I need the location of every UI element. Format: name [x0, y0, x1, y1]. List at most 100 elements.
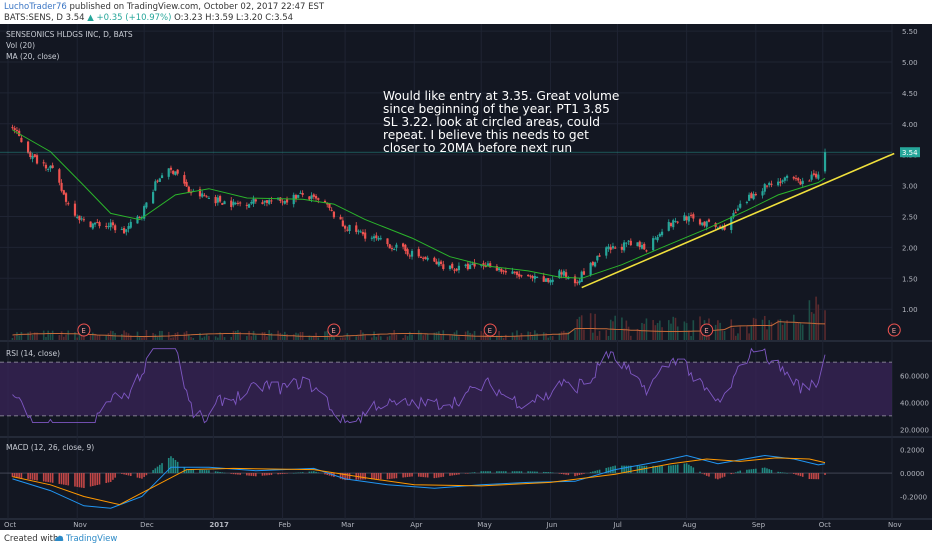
volume-bar	[129, 335, 132, 340]
candle-body	[370, 237, 373, 239]
volume-bar	[520, 332, 523, 340]
volume-bar	[496, 335, 498, 340]
macd-histogram-bar	[268, 473, 270, 476]
volume-bar	[105, 335, 108, 340]
volume-bar	[402, 337, 404, 340]
candle-body	[91, 223, 94, 229]
macd-histogram-bar	[768, 469, 771, 474]
volume-bar	[518, 336, 521, 340]
candle-body	[105, 225, 108, 227]
ohlc-values: O:3.23 H:3.59 L:3.20 C:3.54	[174, 13, 294, 23]
candle-body	[732, 212, 735, 218]
macd-histogram-bar	[817, 473, 820, 480]
chart-area[interactable]: 5.505.004.504.003.503.002.502.001.501.00…	[0, 24, 932, 530]
author-link[interactable]: LuchoTrader76	[4, 2, 67, 12]
macd-histogram-bar	[578, 473, 581, 475]
candle-body	[448, 265, 452, 269]
macd-histogram-bar	[781, 472, 784, 474]
annotation-text[interactable]: Would like entry at 3.35. Great volume s…	[383, 89, 620, 155]
macd-histogram-bar	[734, 472, 737, 474]
macd-histogram-bar	[527, 471, 529, 474]
volume-bar	[114, 332, 116, 340]
macd-histogram-bar	[315, 471, 317, 474]
candle-body	[236, 202, 240, 204]
macd-histogram-bar	[250, 473, 253, 476]
macd-histogram-bar	[45, 473, 47, 482]
candle-body	[328, 203, 331, 209]
last-price: 3.54	[65, 13, 85, 23]
candle-body	[60, 182, 63, 191]
macd-histogram-bar	[545, 472, 547, 474]
candle-body	[270, 200, 273, 202]
volume-bar	[607, 335, 610, 340]
macd-histogram-bar	[377, 473, 380, 480]
candle-body	[58, 169, 61, 183]
volume-bar	[567, 331, 570, 340]
earnings-marker-label: E	[81, 327, 85, 335]
macd-histogram-bar	[167, 457, 170, 474]
volume-bar	[174, 333, 177, 340]
candle-body	[656, 236, 659, 241]
macd-histogram-bar	[810, 473, 813, 480]
candle-body	[348, 224, 351, 231]
volume-bar	[643, 323, 646, 340]
candle-body	[623, 242, 626, 251]
candle-body	[82, 219, 85, 221]
candle-body	[511, 271, 514, 274]
macd-histogram-bar	[422, 473, 425, 478]
time-tick-label: Jun	[545, 521, 557, 529]
macd-histogram-bar	[420, 473, 422, 477]
volume-bar	[612, 321, 614, 340]
volume-bar	[138, 337, 141, 340]
macd-histogram-bar	[426, 473, 429, 478]
volume-legend[interactable]: Vol (20)	[6, 41, 36, 50]
volume-bar	[449, 335, 451, 340]
macd-histogram-bar	[138, 473, 141, 479]
candle-body	[580, 271, 583, 283]
macd-histogram-bar	[723, 473, 726, 477]
macd-histogram-bar	[199, 469, 201, 474]
macd-histogram-bar	[208, 470, 210, 474]
volume-bar	[78, 333, 81, 340]
time-tick-label: Apr	[410, 521, 422, 529]
tradingview-brand[interactable]: TradingView	[66, 534, 118, 544]
macd-histogram-bar	[424, 473, 427, 478]
candle-body	[672, 220, 675, 228]
macd-histogram-bar	[65, 473, 67, 486]
volume-bar	[614, 315, 616, 340]
symbol-label: BATS:SENS, D	[4, 13, 63, 23]
volume-bar	[96, 334, 99, 340]
candle-body	[422, 257, 425, 259]
earnings-marker-label: E	[331, 327, 335, 335]
ma-legend[interactable]: MA (20, close)	[6, 52, 60, 61]
rsi-band-fill	[0, 362, 892, 416]
volume-bar	[263, 332, 266, 340]
volume-bar	[817, 304, 820, 340]
candle-body	[442, 264, 445, 269]
macd-histogram-bar	[170, 456, 172, 474]
volume-bar	[286, 334, 288, 340]
candle-body	[594, 262, 597, 267]
candle-body	[719, 226, 722, 228]
volume-bar	[752, 317, 755, 340]
candle-body	[245, 204, 248, 206]
candle-body	[375, 235, 378, 239]
volume-bar	[324, 331, 326, 340]
macd-histogram-bar	[513, 471, 516, 474]
macd-histogram-bar	[185, 469, 188, 474]
volume-bar	[801, 324, 804, 340]
candle-body	[308, 196, 311, 200]
macd-legend[interactable]: MACD (12, 26, close, 9)	[6, 443, 95, 452]
macd-histogram-bar	[373, 473, 375, 480]
candle-body	[357, 230, 360, 232]
macd-histogram-bar	[824, 473, 826, 475]
macd-histogram-bar	[344, 473, 346, 481]
chart-canvas[interactable]: 5.505.004.504.003.503.002.502.001.501.00…	[0, 24, 932, 530]
macd-histogram-bar	[411, 473, 413, 477]
macd-histogram-bar	[714, 473, 717, 479]
candle-body	[410, 250, 414, 257]
rsi-legend[interactable]: RSI (14, close)	[6, 349, 61, 358]
time-tick-label: Oct	[4, 521, 16, 529]
macd-histogram-bar	[755, 468, 757, 474]
volume-bar	[16, 332, 18, 340]
